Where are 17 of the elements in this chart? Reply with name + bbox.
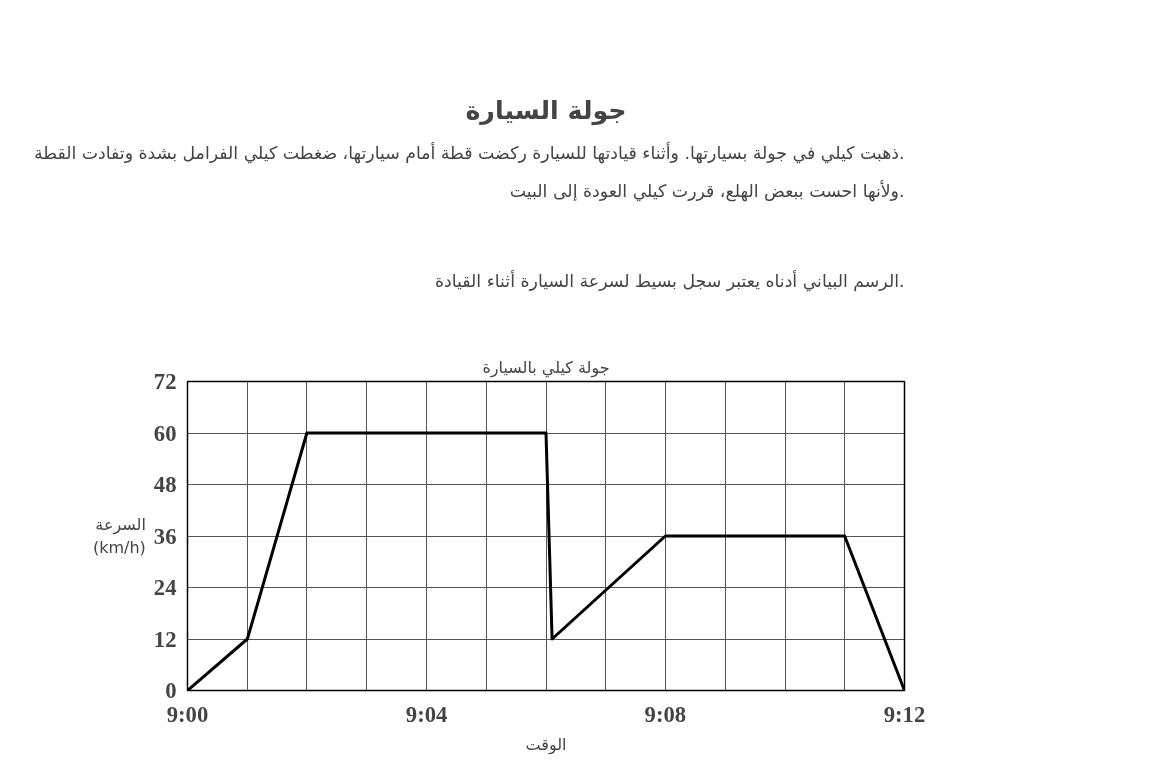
text: ولأنها احست ببعض الهلع، قررت كيلي العودة إلى البيت.: [509, 179, 905, 202]
y-tick-label: 72: [153, 369, 177, 394]
y-tick-label: 60: [153, 420, 177, 446]
x-tick-label: 9:00: [166, 701, 209, 727]
text: ذهبت كيلي في جولة بسيارتها. وأثناء قيادتها للسيارة ركضت قطة أمام سيارتها، ضغطت كيلي الفرامل بشدة وتفادت القطة.: [33, 141, 905, 164]
x-axis-title: الوقت: [525, 734, 567, 755]
chart-subtitle: جولة كيلي بالسيارة: [482, 357, 610, 378]
chart-title: جولة السيارة: [465, 94, 627, 126]
x-tick-label: 9:08: [644, 701, 687, 727]
x-tick-label: 9:12: [883, 701, 926, 727]
text: الرسم البياني أدناه يعتبر سجل بسيط لسرعة السيارة أثناء القيادة.: [435, 269, 905, 292]
y-tick-label: 0: [165, 678, 177, 703]
y-tick-label: 48: [153, 472, 177, 497]
x-tick-label: 9:04: [405, 701, 448, 727]
y-tick-label: 12: [153, 626, 177, 652]
y-tick-label: 36: [153, 523, 177, 549]
y-tick-label: 24: [153, 575, 177, 600]
